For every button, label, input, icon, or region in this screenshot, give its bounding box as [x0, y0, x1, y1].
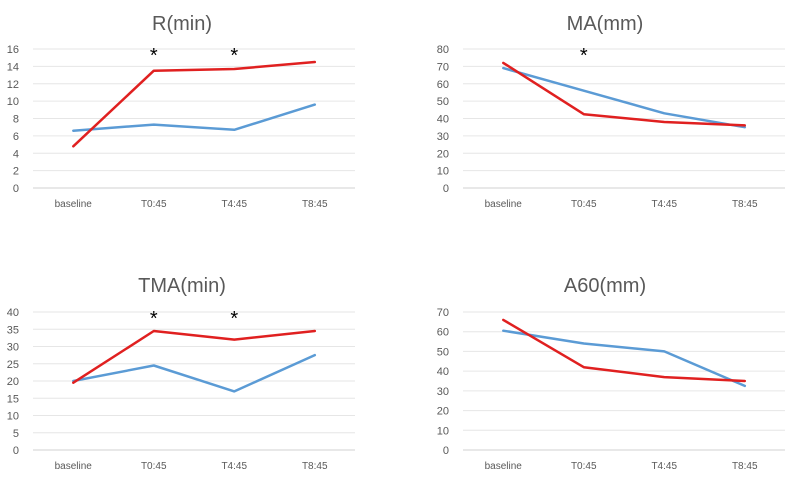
- y-tick-label: 14: [7, 61, 19, 73]
- y-tick-label: 25: [7, 359, 19, 371]
- series-line-2: [502, 61, 747, 127]
- x-tick-label: T8:45: [302, 461, 328, 472]
- y-tick-label: 30: [7, 342, 19, 354]
- y-tick-label: 5: [13, 428, 19, 440]
- y-tick-label: 30: [437, 386, 449, 398]
- y-tick-label: 20: [7, 376, 19, 388]
- y-tick-label: 50: [437, 96, 449, 108]
- y-tick-label: 20: [437, 148, 449, 160]
- y-tick-label: 60: [437, 79, 449, 91]
- y-tick-label: 10: [7, 96, 19, 108]
- series-line-2: [72, 60, 317, 148]
- x-tick-label: baseline: [55, 461, 93, 472]
- y-tick-label: 30: [437, 131, 449, 143]
- y-tick-label: 0: [443, 445, 449, 457]
- x-tick-label: T8:45: [302, 199, 328, 210]
- y-tick-label: 0: [13, 445, 19, 457]
- x-tick-label: T8:45: [732, 461, 758, 472]
- y-tick-label: 70: [437, 61, 449, 73]
- series-line-1: [502, 329, 747, 388]
- y-tick-label: 6: [13, 131, 19, 143]
- y-tick-label: 8: [13, 114, 19, 126]
- x-tick-label: T4:45: [221, 199, 247, 210]
- y-tick-label: 40: [437, 114, 449, 126]
- significance-marker: *: [230, 308, 238, 330]
- x-tick-label: T4:45: [651, 199, 677, 210]
- y-tick-label: 10: [437, 166, 449, 178]
- series-line-1: [72, 353, 317, 393]
- x-tick-label: T8:45: [732, 199, 758, 210]
- significance-marker: *: [580, 45, 588, 67]
- series-line-1: [72, 103, 317, 132]
- y-tick-label: 12: [7, 79, 19, 91]
- chart-panel-3: TMA(min) 0 5 10 15 20 25 30 35 40 baseline T0:45 T4:…: [7, 275, 355, 472]
- significance-marker: *: [150, 308, 158, 330]
- significance-marker: *: [230, 45, 238, 67]
- chart-title: MA(mm): [567, 13, 644, 35]
- y-tick-label: 20: [437, 406, 449, 418]
- y-tick-label: 40: [7, 307, 19, 319]
- chart-panel-1: R(min) 0 2 4 6 8 10 12 14 16 baseline T0:45 T4:45 T8:…: [7, 13, 355, 210]
- series-line-1: [502, 66, 747, 129]
- y-tick-label: 0: [443, 183, 449, 195]
- y-tick-label: 4: [13, 148, 19, 160]
- x-tick-label: baseline: [485, 461, 523, 472]
- x-tick-label: T0:45: [571, 199, 597, 210]
- y-tick-label: 10: [7, 411, 19, 423]
- chart-panel-2: MA(mm) 0 10 20 30 40 50 60 70 80 baseline T0:45 T4:4…: [437, 13, 785, 210]
- chart-title: TMA(min): [138, 275, 226, 297]
- y-tick-label: 40: [437, 366, 449, 378]
- chart-title: R(min): [152, 13, 212, 35]
- y-tick-label: 2: [13, 166, 19, 178]
- y-tick-label: 16: [7, 44, 19, 56]
- y-tick-label: 10: [437, 425, 449, 437]
- x-tick-label: T0:45: [571, 461, 597, 472]
- y-tick-label: 15: [7, 393, 19, 405]
- series-line-2: [502, 318, 747, 383]
- significance-marker: *: [150, 45, 158, 67]
- y-tick-label: 0: [13, 183, 19, 195]
- y-tick-label: 60: [437, 327, 449, 339]
- y-tick-label: 70: [437, 307, 449, 319]
- x-tick-label: T4:45: [221, 461, 247, 472]
- y-tick-label: 80: [437, 44, 449, 56]
- x-tick-label: baseline: [485, 199, 523, 210]
- x-tick-label: T4:45: [651, 461, 677, 472]
- x-tick-label: T0:45: [141, 461, 167, 472]
- y-tick-label: 35: [7, 324, 19, 336]
- chart-title: A60(mm): [564, 275, 646, 297]
- chart-panel-4: A60(mm) 0 10 20 30 40 50 60 70 baseline T0:45 T4:45…: [437, 275, 785, 472]
- x-tick-label: baseline: [55, 199, 93, 210]
- y-tick-label: 50: [437, 346, 449, 358]
- series-line-2: [72, 329, 317, 384]
- x-tick-label: T0:45: [141, 199, 167, 210]
